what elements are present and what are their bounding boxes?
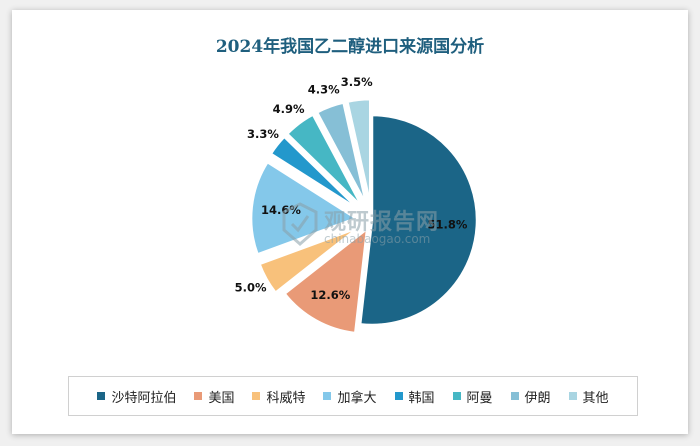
legend-item: 科威特 xyxy=(252,387,305,406)
watermark-text: 观研报告网 xyxy=(324,210,440,235)
pie-slice xyxy=(285,112,364,209)
pie-chart: 51.8%12.6%5.0%14.6%3.3%4.9%4.3%3.5% xyxy=(235,75,479,335)
legend-label: 韩国 xyxy=(408,390,435,406)
slice-label: 51.8% xyxy=(428,217,468,231)
legend-label: 沙特阿拉伯 xyxy=(111,390,177,406)
pie-slice xyxy=(269,134,361,212)
pie-slice xyxy=(358,113,479,327)
legend-label: 伊朗 xyxy=(524,390,551,406)
pie-slice xyxy=(315,101,368,206)
pie-slice xyxy=(249,160,359,257)
chart-legend: 沙特阿拉伯 美国 科威特 加拿大 韩国 阿曼 伊朗 其他 xyxy=(68,376,638,416)
legend-item: 伊朗 xyxy=(510,387,551,406)
legend-swatch xyxy=(568,392,577,400)
legend-label: 加拿大 xyxy=(337,390,377,406)
legend-label: 阿曼 xyxy=(466,390,493,406)
legend-swatch xyxy=(510,392,519,400)
legend-item: 阿曼 xyxy=(452,387,493,406)
chart-card: 2024年我国乙二醇进口来源国分析 51.8% 12.6% 5.0% 14.6% 3.3… xyxy=(12,10,688,434)
legend-swatch xyxy=(194,392,203,400)
legend-item: 其他 xyxy=(568,387,609,406)
watermark: 观研报告网 chinabaogao.com xyxy=(280,202,438,250)
legend-label: 其他 xyxy=(582,390,609,406)
slice-label: 12.6% xyxy=(310,288,350,302)
chart-title: 2024年我国乙二醇进口来源国分析 xyxy=(215,37,485,57)
legend-swatch xyxy=(394,392,403,400)
slice-label: 3.5% xyxy=(341,75,373,89)
slice-label: 5.0% xyxy=(235,281,267,295)
slice-label: 3.3% xyxy=(247,127,279,141)
legend-item: 沙特阿拉伯 xyxy=(97,387,176,406)
pie-slice xyxy=(282,225,369,335)
legend-swatch xyxy=(452,392,461,400)
legend-label: 科威特 xyxy=(266,390,306,406)
watermark-logo-icon xyxy=(282,202,318,246)
pie-slice xyxy=(345,97,372,205)
legend-item: 韩国 xyxy=(394,387,435,406)
legend-swatch xyxy=(323,392,332,400)
pie-slice xyxy=(257,226,359,295)
watermark-url: chinabaogao.com xyxy=(324,232,431,246)
slice-label: 4.3% xyxy=(308,83,340,97)
slice-label: 4.9% xyxy=(273,102,305,116)
legend-label: 美国 xyxy=(208,390,235,406)
legend-item: 加拿大 xyxy=(323,387,377,406)
legend-swatch xyxy=(97,392,106,400)
legend-item: 美国 xyxy=(194,387,234,406)
legend-swatch xyxy=(252,392,261,400)
